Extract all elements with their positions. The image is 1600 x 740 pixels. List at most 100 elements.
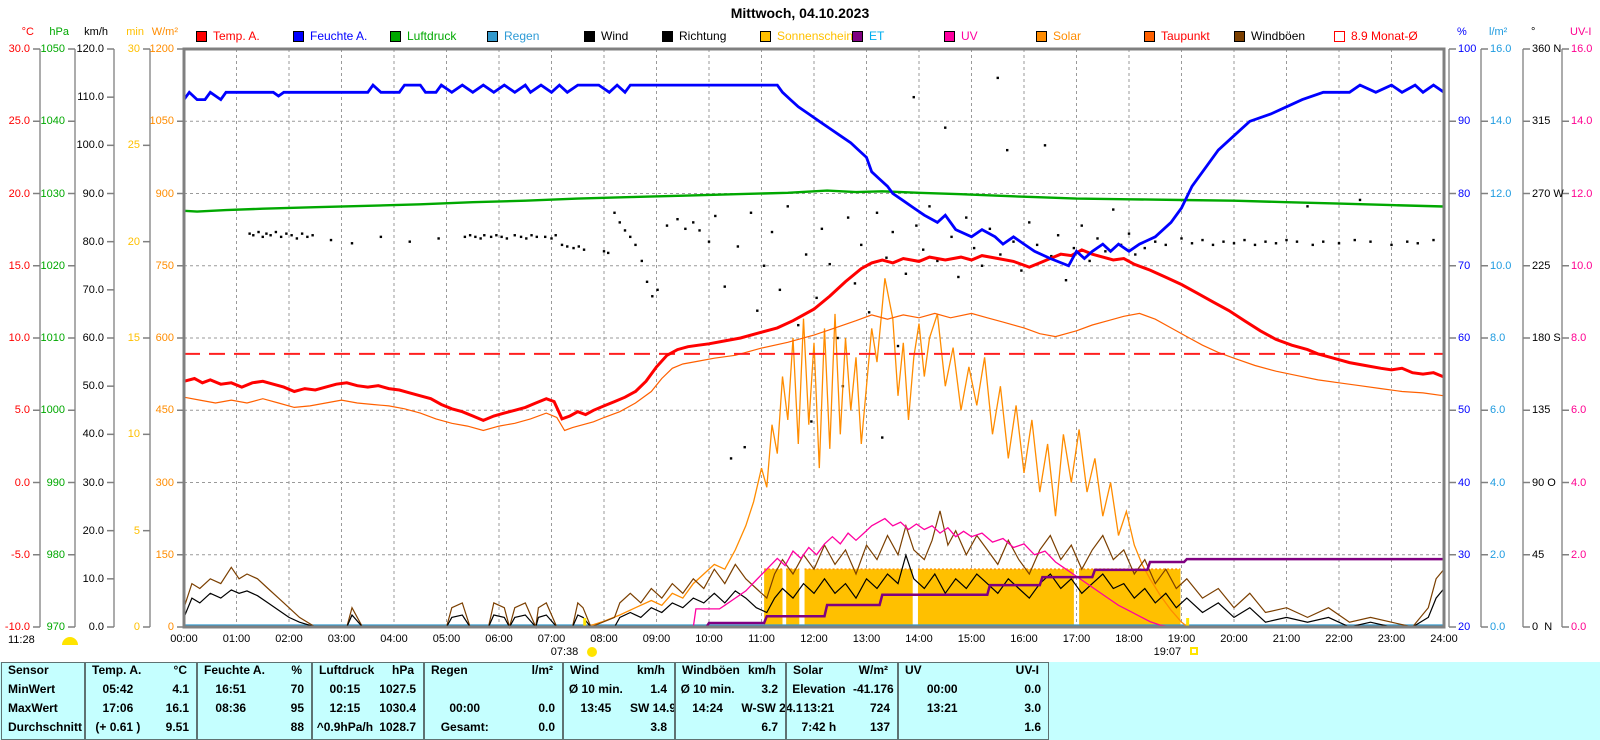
table-row-min: 05:42 4.1 bbox=[86, 682, 196, 701]
legend-swatch bbox=[852, 30, 863, 42]
legend-label: Feuchte A. bbox=[310, 29, 368, 43]
x-tick-label: 24:00 bbox=[1430, 633, 1458, 645]
x-tick-label: 12:00 bbox=[800, 633, 828, 645]
direction-dot bbox=[572, 246, 575, 250]
table-row-avg: (+ 0.61 ) 9.51 bbox=[86, 720, 196, 739]
table-group-unit: °C bbox=[173, 663, 187, 677]
direction-dot bbox=[269, 234, 272, 237]
axis-tick-label-hPa: 980 bbox=[46, 548, 65, 561]
stats-table: Sensor MinWert MaxWert Durchschnitt Temp. A.… bbox=[0, 662, 1600, 740]
legend-swatch bbox=[944, 30, 955, 42]
direction-dot bbox=[495, 234, 498, 237]
table-group-name: Windböen bbox=[682, 663, 740, 677]
table-cell-value: 0.0 bbox=[538, 701, 555, 715]
table-row-max: 00:00 0.0 bbox=[425, 701, 562, 720]
x-tick-label: 23:00 bbox=[1377, 633, 1406, 645]
axis-unit-min: min bbox=[126, 26, 144, 38]
direction-dot bbox=[274, 230, 278, 234]
table-group-header: Luftdruck hPa bbox=[313, 663, 423, 682]
direction-dot bbox=[1295, 240, 1299, 243]
table-row-label-text: Sensor bbox=[8, 663, 49, 677]
axis-tick-label-l/m²: 0.0 bbox=[1490, 621, 1506, 633]
direction-dot bbox=[891, 230, 894, 234]
table-cell-value: 3.0 bbox=[1024, 701, 1041, 715]
direction-dot bbox=[965, 216, 968, 219]
direction-dot bbox=[912, 95, 915, 99]
direction-dot bbox=[550, 237, 553, 240]
direction-dot bbox=[525, 237, 528, 240]
axis-tick-label-°: 45 bbox=[1532, 548, 1545, 561]
direction-dot bbox=[1416, 242, 1419, 245]
legend-item-taupunkt: Taupunkt bbox=[1144, 29, 1210, 43]
table-row-label-text: MaxWert bbox=[8, 701, 58, 715]
series-luftdruck bbox=[183, 189, 1445, 213]
table-group-name: Wind bbox=[570, 663, 600, 677]
sunrise-sun-icon bbox=[586, 647, 597, 657]
axis-tick-label-°C: 0.0 bbox=[14, 476, 30, 489]
x-tick-label: 19:00 bbox=[1167, 633, 1196, 645]
table-row-max: 13:45 SW 14.9 bbox=[564, 701, 677, 720]
axis-tick-label-km/h: 110.0 bbox=[77, 91, 104, 104]
series-wind bbox=[183, 553, 1445, 629]
axis-tick-label-%: 40 bbox=[1458, 476, 1471, 489]
series-et bbox=[184, 557, 1444, 629]
table-group-unit: UV-I bbox=[1015, 663, 1039, 677]
legend-item-windb-en: Windböen bbox=[1234, 29, 1305, 43]
axis-tick-label-hPa: 970 bbox=[46, 621, 65, 633]
direction-dot bbox=[1112, 208, 1115, 211]
table-group-header: UV UV-I bbox=[899, 663, 1048, 682]
direction-dot bbox=[922, 248, 925, 251]
table-cell-value: 9.51 bbox=[165, 720, 189, 734]
direction-dot bbox=[820, 227, 824, 231]
direction-dot bbox=[867, 311, 871, 314]
direction-dot bbox=[853, 282, 857, 285]
direction-dot bbox=[408, 240, 411, 243]
direction-dot bbox=[950, 235, 953, 239]
table-row-avg: 88 bbox=[198, 720, 311, 739]
direction-dot bbox=[479, 237, 482, 240]
direction-dot bbox=[928, 205, 931, 208]
direction-dot bbox=[257, 230, 260, 234]
axis-tick-label-hPa: 1010 bbox=[40, 332, 65, 344]
axis-tick-label-min: 20 bbox=[127, 235, 140, 248]
table-cell-time: 05:42 bbox=[102, 682, 134, 696]
direction-dot bbox=[1134, 253, 1137, 256]
axis-tick-label-hPa: 1050 bbox=[40, 43, 65, 55]
legend-item-temp-a-: Temp. A. bbox=[196, 29, 260, 43]
table-cell-time: 16:51 bbox=[215, 682, 247, 696]
legend-item-luftdruck: Luftdruck bbox=[390, 29, 456, 43]
direction-dot bbox=[1306, 205, 1309, 208]
table-group-unit: % bbox=[291, 663, 302, 677]
direction-dot bbox=[295, 237, 299, 240]
direction-dot bbox=[252, 234, 255, 237]
direction-dot bbox=[279, 235, 283, 239]
direction-dot bbox=[1096, 237, 1099, 240]
x-tick-label: 07:00 bbox=[537, 633, 566, 645]
legend-label: Richtung bbox=[679, 29, 727, 43]
axis-tick-label-°C: -5.0 bbox=[11, 548, 30, 561]
table-row-min: 00:00 0.0 bbox=[899, 682, 1048, 701]
direction-dot bbox=[474, 235, 477, 239]
table-row-avg: 7:42 h 137 bbox=[787, 720, 897, 739]
axis-tick-label-W/m²: 450 bbox=[155, 404, 174, 417]
direction-dot bbox=[618, 221, 621, 224]
table-group-feuchte-a-: Feuchte A.% 16:51 70 08:36 95 88 bbox=[196, 663, 311, 739]
table-cell-value: 0.0 bbox=[1024, 682, 1041, 696]
table-group-header: Wind km/h bbox=[564, 663, 674, 682]
direction-dot bbox=[972, 246, 976, 250]
direction-dot bbox=[729, 457, 733, 460]
table-cell-time: 13:21 bbox=[926, 701, 958, 715]
x-tick-label: 18:00 bbox=[1115, 633, 1143, 645]
axis-tick-label-°C: 15.0 bbox=[8, 259, 30, 272]
axis-tick-label-min: 0 bbox=[133, 621, 140, 633]
legend-label: Luftdruck bbox=[407, 29, 457, 43]
table-cell-value: SW 14.9 bbox=[630, 701, 677, 715]
axis-tick-label-%: 100 bbox=[1458, 43, 1477, 55]
table-group-temp-a-: Temp. A. °C 05:42 4.1 17:06 16.1 (+ 0.61 ) 9.51 bbox=[84, 663, 196, 739]
table-cell-value: 3.2 bbox=[761, 682, 778, 696]
axis-tick-label-°C: 5.0 bbox=[14, 404, 30, 417]
direction-dot bbox=[815, 296, 818, 300]
axis-tick-label-km/h: 90.0 bbox=[82, 187, 104, 200]
